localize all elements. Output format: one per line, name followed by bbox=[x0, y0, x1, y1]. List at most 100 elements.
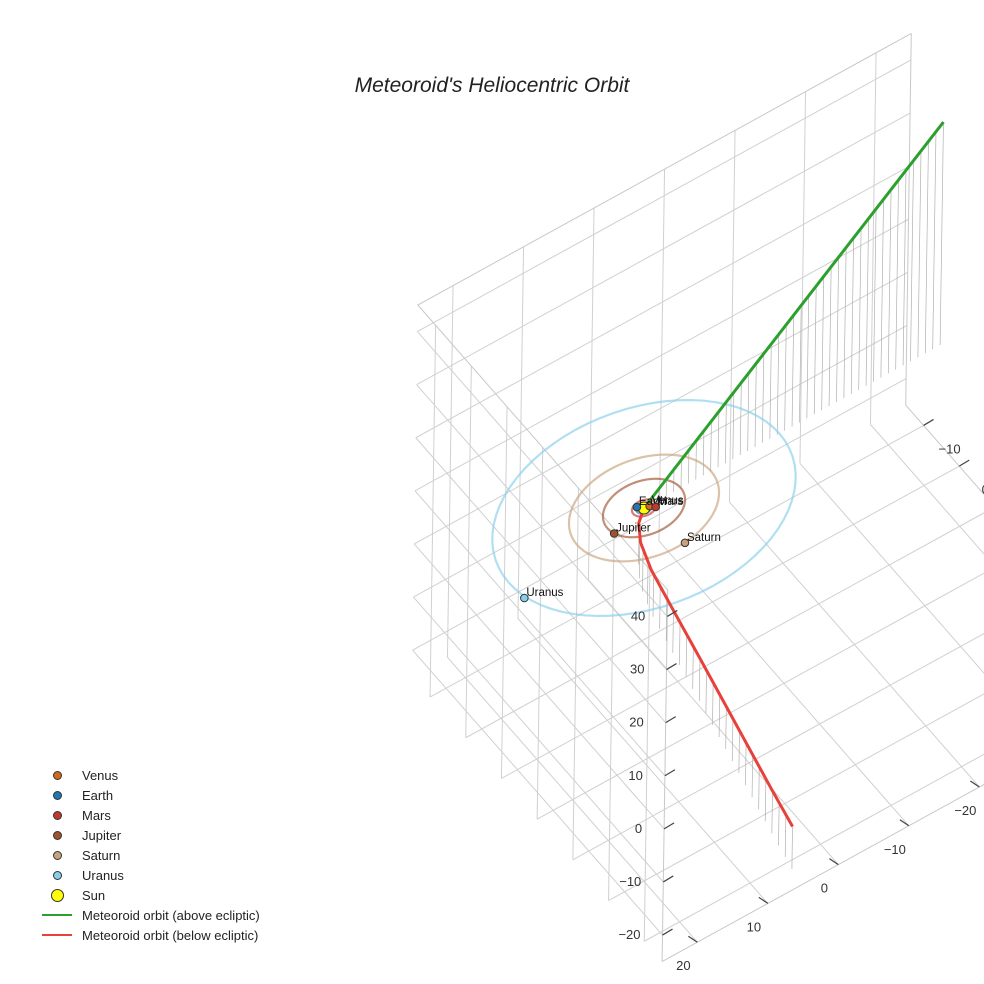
legend-item[interactable]: Mars bbox=[40, 805, 260, 825]
drop-line bbox=[754, 363, 757, 447]
drop-line bbox=[873, 208, 877, 382]
drop-line bbox=[685, 634, 688, 677]
meteoroid-series bbox=[637, 507, 794, 828]
tick-label: 30 bbox=[630, 662, 644, 677]
gridline bbox=[501, 512, 984, 779]
tick-label: −20 bbox=[618, 927, 640, 942]
drop-line bbox=[776, 334, 780, 435]
legend-swatch bbox=[40, 914, 74, 916]
tick-mark bbox=[662, 875, 674, 883]
gridline bbox=[728, 130, 736, 503]
legend-item[interactable]: Meteoroid orbit (below ecliptic) bbox=[40, 925, 260, 945]
drop-line bbox=[647, 561, 649, 605]
drop-line bbox=[858, 228, 862, 390]
legend-item[interactable]: Jupiter bbox=[40, 825, 260, 845]
drop-line bbox=[688, 450, 690, 484]
drop-line bbox=[902, 170, 907, 366]
tick-label: −10 bbox=[619, 874, 641, 889]
legend-label: Jupiter bbox=[82, 827, 122, 843]
legend-item[interactable]: Venus bbox=[40, 765, 260, 785]
gridline bbox=[799, 462, 984, 674]
gridline bbox=[465, 366, 472, 738]
legend-swatch bbox=[40, 790, 74, 800]
gridline bbox=[643, 569, 651, 942]
legend-item[interactable]: Meteoroid orbit (above ecliptic) bbox=[40, 905, 260, 925]
earth-marker bbox=[632, 502, 642, 512]
drop-line bbox=[771, 790, 773, 834]
drop-line bbox=[791, 315, 795, 427]
drop-line bbox=[887, 189, 892, 374]
gridline bbox=[572, 488, 579, 860]
legend-label: Saturn bbox=[82, 847, 121, 863]
drop-line bbox=[731, 718, 734, 762]
tick-label: 0 bbox=[635, 821, 642, 836]
legend-item[interactable]: Earth bbox=[40, 785, 260, 805]
gridline bbox=[536, 447, 544, 820]
saturn-orbit bbox=[567, 453, 721, 563]
chart-title: Meteoroid's Heliocentric Orbit bbox=[354, 74, 630, 97]
drop-line bbox=[917, 150, 922, 358]
gridline bbox=[644, 753, 984, 942]
legend-label: Venus bbox=[82, 767, 119, 783]
earth-label: Earth bbox=[639, 496, 667, 508]
box-edge bbox=[661, 404, 984, 963]
legend-label: Uranus bbox=[82, 867, 124, 883]
legend-swatch bbox=[40, 830, 74, 840]
drop-line bbox=[828, 266, 832, 407]
gridline bbox=[536, 572, 984, 820]
drop-line bbox=[939, 122, 944, 346]
drop-line bbox=[762, 353, 765, 443]
uranus-label: Uranus bbox=[526, 587, 563, 599]
legend-swatch bbox=[40, 810, 74, 820]
drop-line bbox=[895, 179, 899, 370]
gridline bbox=[572, 633, 984, 861]
tick-label: 40 bbox=[631, 608, 645, 623]
drop-line bbox=[799, 305, 802, 423]
uranus-orbit bbox=[491, 398, 797, 618]
meteoroid-orbits bbox=[637, 121, 945, 828]
gridline bbox=[608, 528, 615, 901]
gridline bbox=[429, 325, 437, 698]
venus-label: Venus bbox=[652, 495, 684, 507]
drop-line bbox=[932, 131, 937, 350]
tick-mark bbox=[958, 459, 970, 467]
legend-label: Meteoroid orbit (above ecliptic) bbox=[82, 907, 260, 923]
legend-item[interactable]: Uranus bbox=[40, 865, 260, 885]
drop-line bbox=[784, 324, 787, 431]
drop-line bbox=[769, 343, 772, 439]
legend-swatch bbox=[40, 888, 74, 902]
legend-label: Earth bbox=[82, 787, 114, 803]
tick-label: 10 bbox=[747, 919, 761, 934]
legend-item[interactable]: Sun bbox=[40, 885, 260, 905]
drop-line bbox=[652, 574, 655, 617]
drop-line bbox=[712, 682, 714, 725]
drop-line bbox=[880, 199, 884, 378]
drop-line bbox=[698, 658, 701, 701]
drop-line bbox=[710, 421, 712, 472]
drop-line bbox=[778, 802, 780, 846]
gridline bbox=[465, 465, 960, 739]
axis-ticks: −40−30−20−1001020−1001020304050−20−10010… bbox=[618, 418, 984, 973]
tick-mark bbox=[758, 896, 769, 904]
drop-line bbox=[705, 670, 707, 713]
drop-line bbox=[924, 141, 929, 354]
drop-line bbox=[702, 430, 705, 476]
tick-label: −10 bbox=[884, 842, 906, 857]
jupiter-label: Jupiter bbox=[616, 523, 651, 535]
legend-swatch bbox=[40, 870, 74, 880]
tick-label: 20 bbox=[676, 958, 690, 973]
drop-line bbox=[738, 730, 740, 774]
jupiter-marker bbox=[609, 529, 619, 538]
drop-line bbox=[717, 411, 720, 468]
drop-line bbox=[745, 742, 747, 786]
drop-line bbox=[764, 778, 767, 822]
drop-lines bbox=[638, 122, 944, 869]
legend-item[interactable]: Saturn bbox=[40, 845, 260, 865]
legend[interactable]: Venus Earth Mars Jupiter Saturn Uranus Sun Mete… bbox=[40, 765, 260, 945]
legend-label: Mars bbox=[82, 807, 111, 823]
drop-line bbox=[732, 392, 735, 460]
drop-line bbox=[751, 754, 754, 798]
tick-label: −10 bbox=[939, 441, 961, 456]
